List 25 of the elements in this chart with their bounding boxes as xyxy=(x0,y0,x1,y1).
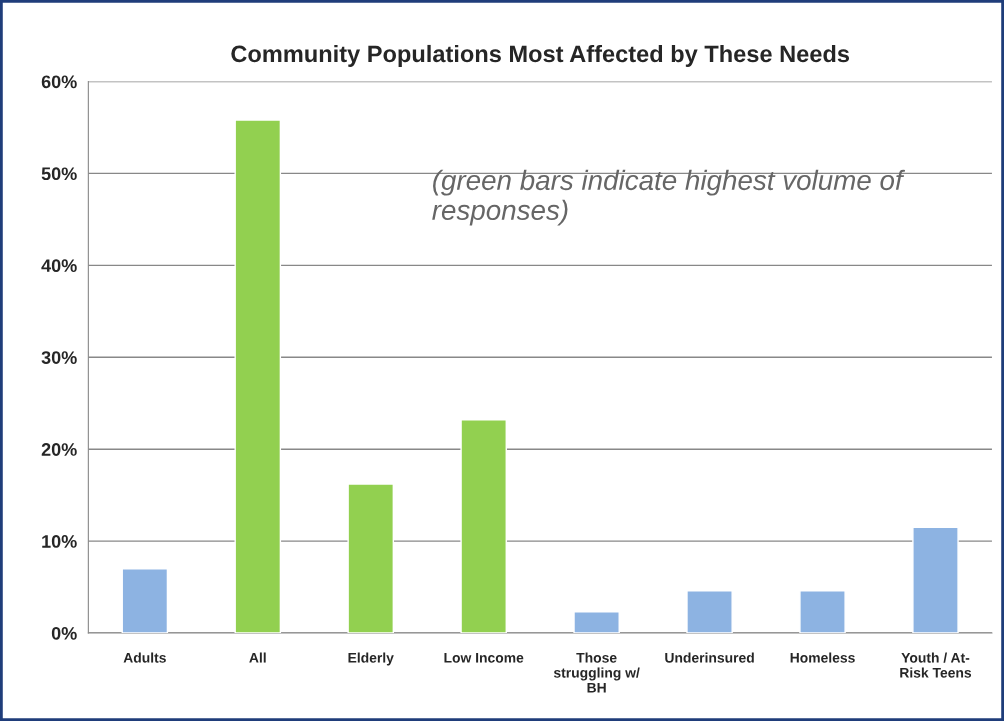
chart-title: Community Populations Most Affected by These Needs xyxy=(231,44,850,67)
bar xyxy=(121,567,169,634)
bar xyxy=(912,526,959,634)
y-tick-label: 50% xyxy=(41,167,77,181)
bar xyxy=(347,483,395,634)
x-tick-label: Homeless xyxy=(790,652,855,663)
x-tick-label: Those struggling w/ BH xyxy=(553,652,640,693)
bar xyxy=(460,419,507,634)
y-tick-label: 30% xyxy=(41,351,77,364)
bar xyxy=(799,590,846,634)
x-tick-label: Low Income xyxy=(444,652,524,663)
x-tick-label: All xyxy=(249,652,266,663)
bar xyxy=(234,119,282,634)
x-tick-label: Elderly xyxy=(348,652,394,666)
x-tick-label: Underinsured xyxy=(665,652,754,663)
y-tick-label: 20% xyxy=(41,443,77,456)
y-tick-label: 10% xyxy=(42,535,77,548)
y-tick-label: 0% xyxy=(51,626,77,640)
y-tick-label: 60% xyxy=(41,75,77,89)
bar xyxy=(573,611,620,634)
bar xyxy=(686,590,733,634)
annotation: (green bars indicate highest volume of responses) xyxy=(432,169,906,226)
x-tick-label: Youth / At- Risk Teens xyxy=(900,652,972,678)
y-tick-label: 40% xyxy=(41,259,77,273)
x-tick-label: Adults xyxy=(123,652,166,663)
